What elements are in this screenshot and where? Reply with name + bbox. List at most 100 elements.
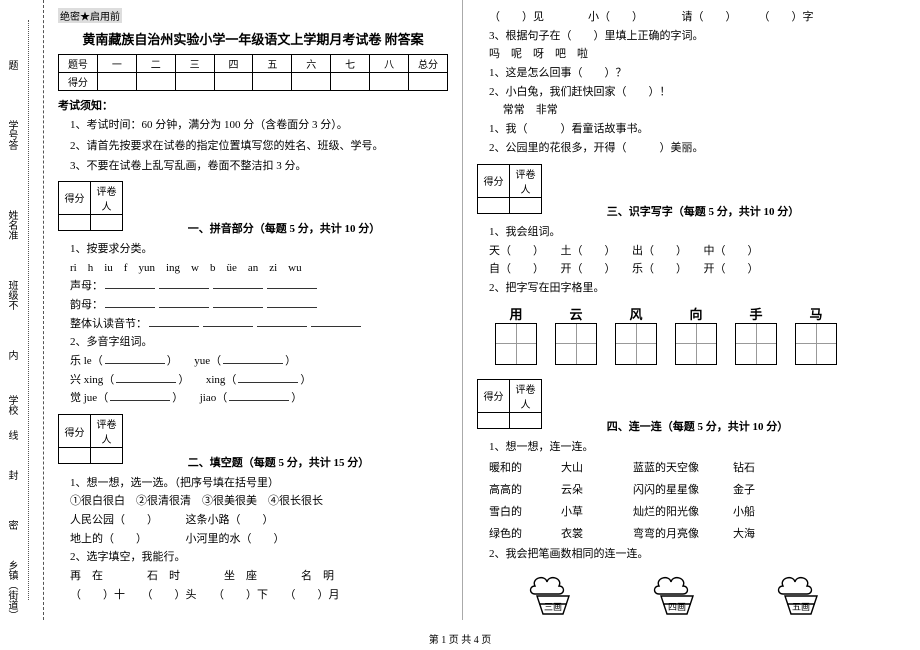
score-row-label: 得分 xyxy=(59,73,98,91)
notice-item: 3、不要在试卷上乱写乱画，卷面不整洁扣 3 分。 xyxy=(70,158,448,175)
tian-grid xyxy=(795,323,837,365)
notice-item: 2、请首先按要求在试卷的指定位置填写您的姓名、班级、学号。 xyxy=(70,138,448,155)
s2-line2: （ ）十 （ ）头 （ ）下 （ ）月 xyxy=(70,586,448,605)
secrecy-tag: 绝密★启用前 xyxy=(58,8,122,23)
section-3-header: 得分评卷人 三、识字写字（每题 5 分，共计 10 分） xyxy=(477,164,867,219)
s2-opts: ①很白很白 ②很清很清 ③很美很美 ④很长很长 xyxy=(70,492,448,511)
s2-line2: 再 在 石 时 坐 座 名 明 xyxy=(70,567,448,586)
left-column: 绝密★启用前 黄南藏族自治州实验小学一年级语文上学期月考试卷 附答案 题号 一 … xyxy=(44,0,462,620)
pot-icon: 五画 xyxy=(765,574,837,618)
section-4-title: 四、连一连（每题 5 分，共计 10 分） xyxy=(607,418,789,434)
poly-row: 乐 le（） yue（） xyxy=(70,352,448,371)
s2-line: 人民公园（ ） 这条小路（ ） xyxy=(70,511,448,530)
poly-row: 兴 xing（） xing（） xyxy=(70,371,448,390)
q1-lead: 1、按要求分类。 xyxy=(70,240,448,259)
spine-label: 封 xyxy=(4,470,19,480)
s3-row: 自（ ） 开（ ） 乐（ ） 开（ ） xyxy=(489,260,867,279)
notice-heading: 考试须知： xyxy=(58,97,448,113)
score-header-row: 题号 一 二 三 四 五 六 七 八 总分 xyxy=(59,55,448,73)
tian-grid xyxy=(495,323,537,365)
right-column: （ ）见 小（ ） 请（ ） （ ）字 3、根据句子在（ ）里填上正确的字词。 … xyxy=(463,0,881,620)
tian-grid xyxy=(555,323,597,365)
tian-grid xyxy=(615,323,657,365)
spine-label: 准 xyxy=(4,230,19,240)
r-item: 1、我（ ）看童话故事书。 xyxy=(489,120,867,139)
match-row: 雪白的小草灿烂的阳光像小船 xyxy=(489,501,867,523)
s3-q2: 2、把字写在田字格里。 xyxy=(489,279,867,298)
grader-box: 得分评卷人 xyxy=(58,181,123,231)
spine-label: 答 xyxy=(4,140,19,150)
section-1-header: 得分评卷人 一、拼音部分（每题 5 分，共计 10 分） xyxy=(58,181,448,236)
score-col: 总分 xyxy=(409,55,448,73)
tian-cell: 向 xyxy=(675,304,717,365)
spine-label: 学校 xyxy=(4,395,19,415)
s4-q2: 2、我会把笔画数相同的连一连。 xyxy=(489,545,867,564)
shengmu-row: 声母： xyxy=(70,277,448,296)
tian-grid xyxy=(675,323,717,365)
s2-q1: 1、想一想，选一选。（把序号填在括号里） xyxy=(70,474,448,493)
tian-row: 用 云 风 向 手 马 xyxy=(495,304,867,365)
r-words: 吗 呢 呀 吧 啦 xyxy=(489,45,867,64)
s3-row: 天（ ） 土（ ） 出（ ） 中（ ） xyxy=(489,242,867,261)
spine-dotline xyxy=(28,20,29,600)
section-4-header: 得分评卷人 四、连一连（每题 5 分，共计 10 分） xyxy=(477,379,867,434)
pot-icon: 三画 xyxy=(517,574,589,618)
spine-label: 密 xyxy=(4,520,19,530)
spine-label: 乡镇（街道） xyxy=(4,560,19,620)
spine-label: 班级 xyxy=(4,280,19,300)
spine-label: 学号 xyxy=(4,120,19,140)
flower-pots: 三画 四画 五画 xyxy=(517,574,867,618)
grader-box: 得分评卷人 xyxy=(477,164,542,214)
r-q3: 3、根据句子在（ ）里填上正确的字词。 xyxy=(489,27,867,46)
spine-label: 题 xyxy=(4,60,19,70)
section-2-header: 得分评卷人 二、填空题（每题 5 分，共计 15 分） xyxy=(58,414,448,469)
score-col: 七 xyxy=(331,55,370,73)
grader-box: 得分评卷人 xyxy=(477,379,542,429)
score-table: 题号 一 二 三 四 五 六 七 八 总分 得分 xyxy=(58,54,448,91)
r-item: 2、小白兔，我们赶快回家（ ）！ xyxy=(489,83,867,102)
spine-label: 姓名 xyxy=(4,210,19,230)
tian-cell: 手 xyxy=(735,304,777,365)
score-col: 八 xyxy=(370,55,409,73)
score-col: 一 xyxy=(97,55,136,73)
page-root: 乡镇（街道） 密 封 线 学校 内 不班级 准姓名 答学号 题 绝密★启用前 黄南藏族自治州实验小… xyxy=(0,0,920,620)
yunmu-row: 韵母： xyxy=(70,296,448,315)
spine-label: 不 xyxy=(4,300,19,310)
right-cont-line: （ ）见 小（ ） 请（ ） （ ）字 xyxy=(489,8,867,27)
r-item: 1、这是怎么回事（ ）？ xyxy=(489,64,867,83)
score-col: 三 xyxy=(175,55,214,73)
section-3-title: 三、识字写字（每题 5 分，共计 10 分） xyxy=(607,203,800,219)
notice-item: 1、考试时间：60 分钟，满分为 100 分（含卷面分 3 分）。 xyxy=(70,117,448,134)
exam-title: 黄南藏族自治州实验小学一年级语文上学期月考试卷 附答案 xyxy=(58,29,448,48)
r-item: 常常 非常 xyxy=(489,101,867,120)
s4-q1: 1、想一想，连一连。 xyxy=(489,438,867,457)
tian-cell: 风 xyxy=(615,304,657,365)
section-1-title: 一、拼音部分（每题 5 分，共计 10 分） xyxy=(188,220,381,236)
score-col: 二 xyxy=(136,55,175,73)
s3-q1: 1、我会组词。 xyxy=(489,223,867,242)
spine-label: 线 xyxy=(4,430,19,440)
match-row: 绿色的衣裳弯弯的月亮像大海 xyxy=(489,523,867,545)
section-2-title: 二、填空题（每题 5 分，共计 15 分） xyxy=(188,454,370,470)
r-item: 2、公园里的花很多，开得（ ）美丽。 xyxy=(489,139,867,158)
q2-lead: 2、多音字组词。 xyxy=(70,333,448,352)
tian-cell: 云 xyxy=(555,304,597,365)
score-col: 题号 xyxy=(59,55,98,73)
score-col: 四 xyxy=(214,55,253,73)
tian-cell: 马 xyxy=(795,304,837,365)
s2-q2: 2、选字填空，我能行。 xyxy=(70,548,448,567)
grader-box: 得分评卷人 xyxy=(58,414,123,464)
score-col: 六 xyxy=(292,55,331,73)
pot-icon: 四画 xyxy=(641,574,713,618)
page-footer: 第 1 页 共 4 页 xyxy=(0,631,920,646)
pinyin-letters: ri h iu f yun ing w b üe an zi wu xyxy=(70,259,448,278)
tian-cell: 用 xyxy=(495,304,537,365)
match-row: 高高的云朵闪闪的星星像金子 xyxy=(489,479,867,501)
poly-row: 觉 jue（） jiao（） xyxy=(70,389,448,408)
s2-line: 地上的（ ） 小河里的水（ ） xyxy=(70,530,448,549)
binding-spine: 乡镇（街道） 密 封 线 学校 内 不班级 准姓名 答学号 题 xyxy=(0,0,44,620)
tian-grid xyxy=(735,323,777,365)
zhengti-row: 整体认读音节： xyxy=(70,315,448,334)
score-value-row: 得分 xyxy=(59,73,448,91)
spine-label: 内 xyxy=(4,350,19,360)
